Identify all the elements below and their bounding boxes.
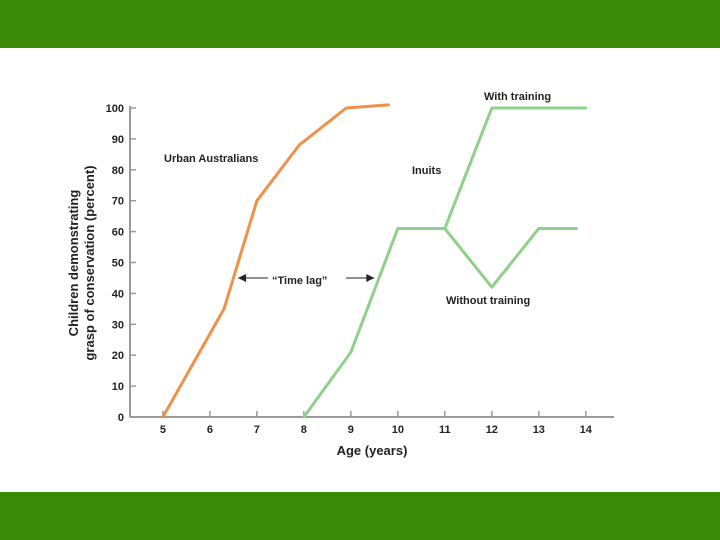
axes: 0 10 20 30 40 50 60 70 80 90 100 5 6 7 8 9 10 11 12 13 14 xyxy=(106,103,614,436)
time-lag-arrowhead-right xyxy=(366,273,375,282)
top-banner xyxy=(0,0,720,48)
with-training-label: With training xyxy=(484,91,551,103)
y-tick-label: 100 xyxy=(106,103,124,115)
series-line-with_training xyxy=(443,106,588,230)
urban-australians-label: Urban Australians xyxy=(164,153,258,165)
x-tick-label: 13 xyxy=(533,424,545,436)
y-tick-label: 40 xyxy=(112,288,124,300)
time-lag-arrowhead-left xyxy=(238,273,247,282)
series-line-inuit_shared xyxy=(302,227,447,419)
inuits-label: Inuits xyxy=(412,165,441,177)
y-tick-label: 0 xyxy=(118,412,124,424)
y-tick-label: 50 xyxy=(112,258,124,270)
x-tick-label: 9 xyxy=(348,424,354,436)
time-lag-label: “Time lag” xyxy=(272,275,327,287)
series-line-urban xyxy=(161,103,390,419)
x-tick-label: 7 xyxy=(254,424,260,436)
x-tick-label: 5 xyxy=(160,424,166,436)
x-tick-label: 11 xyxy=(439,424,451,436)
y-tick-label: 90 xyxy=(112,134,124,146)
y-tick-label: 10 xyxy=(112,381,124,393)
x-tick-label: 10 xyxy=(392,424,404,436)
without-training-label: Without training xyxy=(446,295,530,307)
x-tick-label: 14 xyxy=(580,424,593,436)
series-lines xyxy=(161,103,588,419)
x-tick-label: 12 xyxy=(486,424,498,436)
x-tick-label: 8 xyxy=(301,424,307,436)
y-tick-label: 70 xyxy=(112,196,124,208)
y-tick-label: 60 xyxy=(112,227,124,239)
series-line-without_training xyxy=(443,227,578,289)
y-tick-label: 20 xyxy=(112,350,124,362)
x-axis-title: Age (years) xyxy=(337,443,408,458)
y-axis-title-line2: grasp of conservation (percent) xyxy=(82,165,97,360)
bottom-banner xyxy=(0,492,720,540)
y-tick-label: 80 xyxy=(112,165,124,177)
annotations: Urban Australians Inuits With training W… xyxy=(164,91,551,307)
y-tick-label: 30 xyxy=(112,319,124,331)
x-tick-label: 6 xyxy=(207,424,213,436)
y-axis-title-line1: Children demonstrating xyxy=(66,190,81,337)
